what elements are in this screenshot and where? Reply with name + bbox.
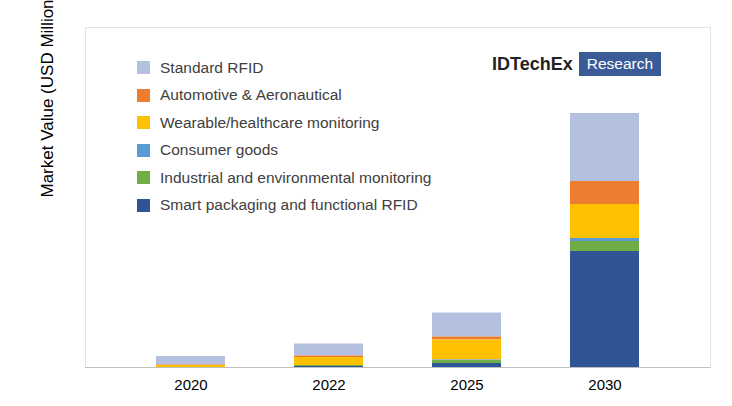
html-text:Consumer goods: Consumer goods	[160, 141, 278, 159]
html-text:Smart packaging and functional: Smart packaging and functional RFID	[160, 196, 418, 214]
html-text:Research: Research	[586, 55, 653, 72]
svg-text:2030: 2030	[588, 376, 621, 393]
html-text:Automotive & Aeronautical: Automotive & Aeronautical	[160, 86, 342, 104]
svg-text:2022: 2022	[312, 376, 345, 393]
svg-text:Market Value (USD Millions): Market Value (USD Millions)	[38, 0, 57, 198]
svg-text:2025: 2025	[450, 376, 483, 393]
html-text:IDTechEx: IDTechEx	[492, 53, 573, 74]
html-text:Standard RFID: Standard RFID	[160, 58, 264, 76]
html-text:Industrial and environmental m: Industrial and environmental monitoring	[160, 168, 432, 186]
html-text:Wearable/healthcare monitoring: Wearable/healthcare monitoring	[160, 113, 380, 131]
svg-text:2020: 2020	[174, 376, 207, 393]
